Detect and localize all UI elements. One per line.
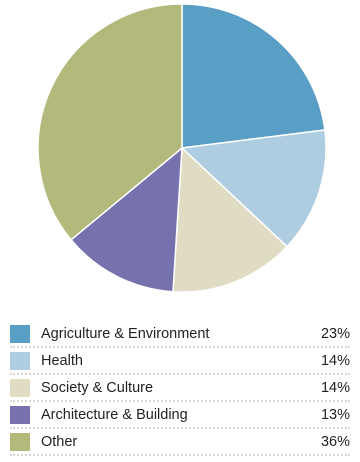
legend-value: 36% xyxy=(320,433,350,450)
legend-label: Other xyxy=(41,433,78,450)
pie-slice-2 xyxy=(172,146,289,293)
legend-item: Society & Culture 14% xyxy=(10,375,350,402)
legend-value: 13% xyxy=(320,406,350,423)
legend-swatch xyxy=(10,405,30,424)
legend-item: Agriculture & Environment 23% xyxy=(10,321,350,348)
legend-label: Health xyxy=(41,352,83,369)
legend: Agriculture & Environment 23% Health 14% Soc… xyxy=(10,321,350,456)
pie-slice-4 xyxy=(37,3,183,241)
legend-swatch xyxy=(10,378,30,397)
pie-slice-1 xyxy=(180,129,327,248)
legend-item: Architecture & Building 13% xyxy=(10,402,350,429)
legend-value: 14% xyxy=(320,379,350,396)
legend-swatch xyxy=(10,351,30,370)
pie-slice-0 xyxy=(181,3,326,149)
legend-swatch xyxy=(10,324,30,343)
legend-label: Architecture & Building xyxy=(41,406,188,423)
pie-chart xyxy=(37,3,327,293)
legend-item: Health 14% xyxy=(10,348,350,375)
legend-swatch xyxy=(10,432,30,451)
legend-value: 23% xyxy=(320,325,350,342)
legend-label: Society & Culture xyxy=(41,379,154,396)
legend-item: Other 36% xyxy=(10,429,350,456)
pie-slice-3 xyxy=(69,146,183,293)
legend-value: 14% xyxy=(320,352,350,369)
legend-label: Agriculture & Environment xyxy=(41,325,210,342)
